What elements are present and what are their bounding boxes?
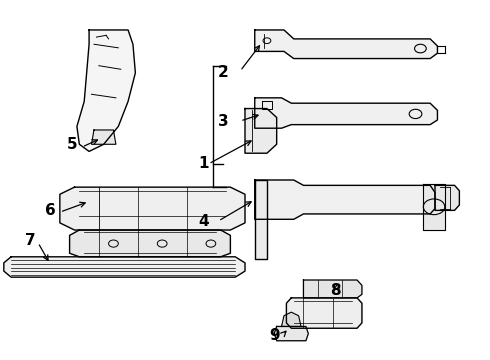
Polygon shape — [60, 187, 245, 230]
Polygon shape — [255, 180, 435, 219]
Polygon shape — [274, 327, 308, 341]
Text: 7: 7 — [25, 233, 36, 248]
Polygon shape — [92, 130, 116, 144]
Polygon shape — [70, 230, 230, 257]
Polygon shape — [423, 184, 445, 230]
Polygon shape — [255, 98, 438, 128]
Text: 9: 9 — [269, 328, 280, 343]
Polygon shape — [282, 312, 301, 327]
Polygon shape — [303, 280, 362, 298]
Polygon shape — [4, 257, 245, 277]
Text: 4: 4 — [198, 213, 209, 229]
Polygon shape — [435, 185, 460, 210]
Polygon shape — [245, 109, 277, 153]
Polygon shape — [287, 298, 362, 328]
Polygon shape — [77, 30, 135, 152]
Text: 6: 6 — [45, 203, 55, 218]
Text: 8: 8 — [330, 283, 341, 298]
Text: 3: 3 — [218, 113, 228, 129]
Polygon shape — [255, 30, 438, 59]
Text: 1: 1 — [198, 157, 209, 171]
Polygon shape — [255, 180, 267, 258]
Text: 2: 2 — [218, 65, 228, 80]
Text: 5: 5 — [67, 137, 77, 152]
